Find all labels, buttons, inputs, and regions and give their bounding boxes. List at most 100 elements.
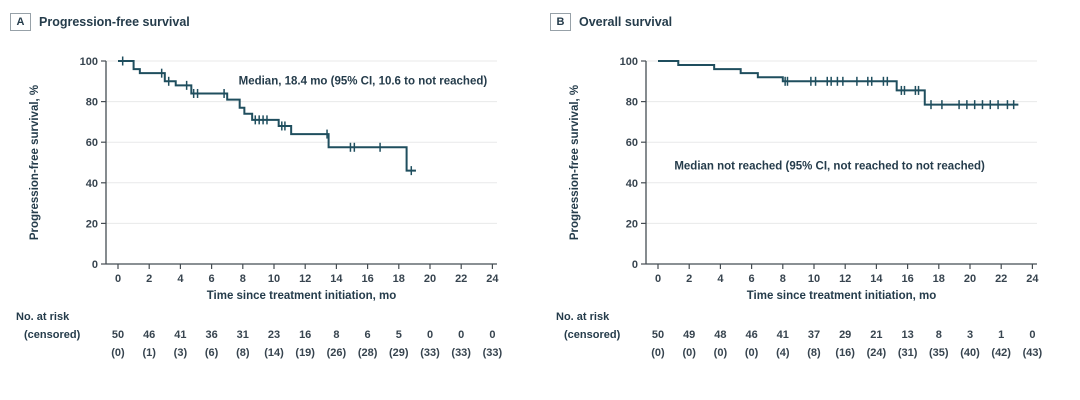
- censored-count: (31): [898, 347, 918, 359]
- censored-count: (16): [835, 347, 855, 359]
- risk-count: 46: [745, 329, 757, 341]
- censored-count: (19): [295, 347, 315, 359]
- risk-count: 1: [998, 329, 1004, 341]
- censored-count: (35): [929, 347, 949, 359]
- risk-count: 29: [839, 329, 851, 341]
- censored-count: (40): [960, 347, 980, 359]
- panel-a-header: A Progression-free survival: [10, 13, 190, 31]
- x-tick-label: 4: [717, 273, 724, 285]
- risk-count: 16: [299, 329, 311, 341]
- x-tick-label: 6: [749, 273, 755, 285]
- x-tick-label: 22: [995, 273, 1007, 285]
- censored-count: (33): [483, 347, 503, 359]
- panel-b-header: B Overall survival: [550, 13, 672, 31]
- y-tick-label: 100: [80, 56, 98, 68]
- panel-b-title: Overall survival: [579, 15, 673, 29]
- median-annotation: Median not reached (95% CI, not reached …: [674, 161, 985, 173]
- risk-table-header: No. at risk: [16, 311, 70, 323]
- x-tick-label: 20: [964, 273, 976, 285]
- risk-count: 31: [237, 329, 249, 341]
- risk-count: 0: [458, 329, 464, 341]
- median-annotation: Median, 18.4 mo (95% CI, 10.6 to not rea…: [239, 75, 488, 87]
- km-step-curve: [118, 60, 416, 172]
- y-tick-label: 40: [86, 178, 98, 190]
- risk-count: 3: [967, 329, 973, 341]
- x-tick-label: 14: [870, 273, 883, 285]
- risk-table-censored-label: (censored): [564, 329, 621, 341]
- censored-count: (33): [451, 347, 471, 359]
- x-axis-label: Time since treatment initiation, mo: [207, 290, 397, 302]
- risk-count: 6: [365, 329, 371, 341]
- x-tick-label: 8: [780, 273, 786, 285]
- risk-count: 41: [777, 329, 789, 341]
- x-tick-label: 22: [455, 273, 467, 285]
- risk-count: 41: [174, 329, 186, 341]
- risk-count: 13: [901, 329, 913, 341]
- censored-count: (0): [714, 347, 728, 359]
- y-tick-label: 0: [632, 259, 638, 271]
- x-tick-label: 24: [486, 273, 499, 285]
- censored-count: (26): [327, 347, 347, 359]
- censored-count: (6): [205, 347, 219, 359]
- risk-table-censored-label: (censored): [24, 329, 81, 341]
- x-tick-label: 6: [209, 273, 215, 285]
- censored-count: (3): [174, 347, 188, 359]
- censored-count: (43): [1023, 347, 1043, 359]
- censored-count: (29): [389, 347, 409, 359]
- risk-count: 50: [652, 329, 664, 341]
- x-tick-label: 18: [393, 273, 405, 285]
- x-tick-label: 8: [240, 273, 246, 285]
- x-tick-label: 16: [901, 273, 913, 285]
- x-tick-label: 18: [933, 273, 945, 285]
- y-tick-label: 80: [86, 97, 98, 109]
- censored-count: (0): [745, 347, 759, 359]
- x-tick-label: 2: [146, 273, 152, 285]
- y-axis-label: Progression-free survival, %: [29, 85, 41, 240]
- x-axis-label: Time since treatment initiation, mo: [747, 290, 937, 302]
- x-tick-label: 10: [268, 273, 280, 285]
- y-tick-label: 40: [626, 178, 638, 190]
- x-tick-label: 10: [808, 273, 820, 285]
- risk-count: 46: [143, 329, 155, 341]
- x-tick-label: 12: [299, 273, 311, 285]
- risk-count: 5: [396, 329, 402, 341]
- panel-b-letter-badge: B: [550, 13, 571, 31]
- censored-count: (0): [111, 347, 125, 359]
- censored-count: (0): [682, 347, 696, 359]
- panel-a: A Progression-free survival 0 20 40 60 80 100…: [10, 13, 503, 359]
- panel-b: B Overall survival 0 20 40 60 80 100 0 2 4 6 8 10 12…: [540, 0, 1080, 400]
- x-tick-label: 4: [177, 273, 184, 285]
- censored-count: (24): [867, 347, 887, 359]
- y-tick-label: 100: [620, 56, 638, 68]
- y-axis-label: Progression-free survival, %: [569, 85, 581, 240]
- y-tick-label: 80: [626, 97, 638, 109]
- y-tick-label: 60: [86, 137, 98, 149]
- risk-count: 8: [936, 329, 942, 341]
- risk-count: 48: [714, 329, 726, 341]
- x-tick-label: 14: [330, 273, 343, 285]
- risk-count: 0: [1029, 329, 1035, 341]
- panel-a-title: Progression-free survival: [39, 15, 190, 29]
- censored-count: (28): [358, 347, 378, 359]
- censored-count: (14): [264, 347, 284, 359]
- risk-count: 50: [112, 329, 124, 341]
- risk-count: 8: [333, 329, 339, 341]
- y-tick-label: 0: [92, 259, 98, 271]
- y-tick-label: 20: [626, 218, 638, 230]
- censored-count: (0): [651, 347, 665, 359]
- x-tick-label: 16: [361, 273, 373, 285]
- y-tick-label: 60: [626, 137, 638, 149]
- risk-count: 0: [427, 329, 433, 341]
- censored-count: (1): [142, 347, 156, 359]
- x-tick-label: 0: [115, 273, 121, 285]
- risk-count: 36: [205, 329, 217, 341]
- risk-table-header: No. at risk: [556, 311, 610, 323]
- censored-count: (8): [807, 347, 821, 359]
- x-tick-label: 12: [839, 273, 851, 285]
- panel-a-letter-badge: A: [10, 13, 31, 31]
- censored-count: (42): [991, 347, 1011, 359]
- censored-count: (4): [776, 347, 790, 359]
